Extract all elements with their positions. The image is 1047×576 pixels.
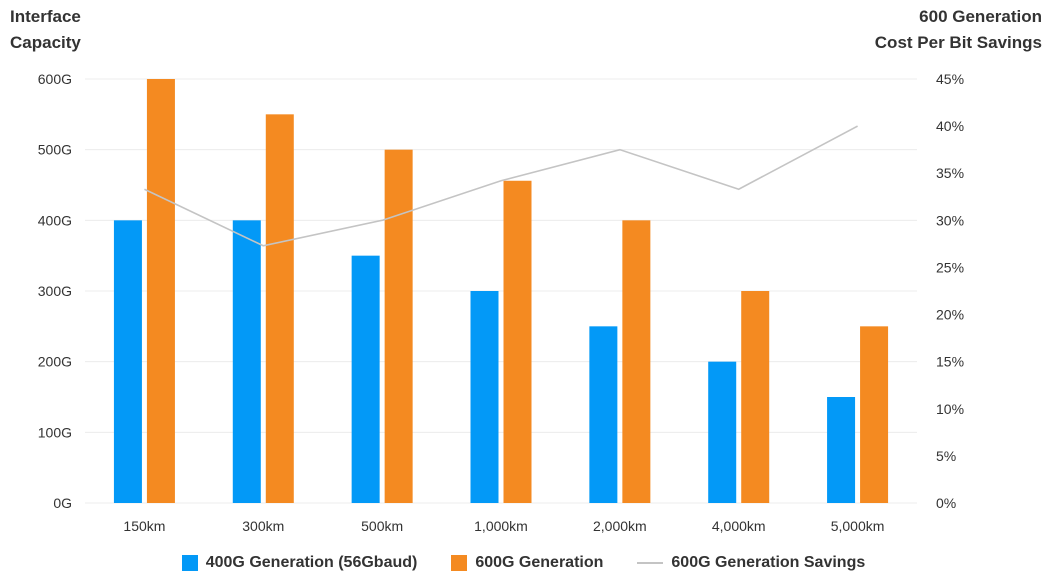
legend-item-400g[interactable]: 400G Generation (56Gbaud) [181,554,418,572]
y-right-tick-label: 30% [936,212,964,228]
bar-600g [741,291,770,503]
y-right-tick-label: 5% [936,448,956,464]
y-right-tick-label: 20% [936,307,964,323]
y-left-tick-label: 300G [38,283,72,299]
y-left-tick-label: 500G [38,142,72,158]
left-axis-title: Interface Capacity [10,4,81,56]
y-right-tick-label: 15% [936,354,964,370]
x-tick-label: 4,000km [712,518,766,534]
y-left-tick-label: 200G [38,354,72,370]
legend-swatch-400g [181,555,198,571]
bar-600g [503,180,532,503]
legend-item-600g[interactable]: 600G Generation [451,554,603,572]
y-left-tick-label: 400G [38,212,72,228]
bar-600g [146,79,175,503]
legend-label-400g: 400G Generation (56Gbaud) [205,554,418,571]
bar-400g [827,397,856,503]
legend-label-600g: 600G Generation [475,554,604,571]
x-tick-label: 150km [123,518,165,534]
bar-400g [232,220,261,504]
chart-legend: 400G Generation (56Gbaud) 600G Generatio… [0,551,1047,575]
x-tick-label: 2,000km [593,518,647,534]
legend-label-savings: 600G Generation Savings [671,554,866,571]
bar-600g [265,114,294,503]
combo-chart: 0G 100G 200G 300G 400G 500G 600G 0% 5% 10% 15% 20% 2… [38,71,964,534]
left-axis-title-line2: Capacity [10,33,81,52]
bar-400g [708,361,737,503]
y-right-tick-label: 45% [936,71,964,87]
x-tick-label: 300km [242,518,284,534]
legend-item-savings[interactable]: 600G Generation Savings [637,554,865,572]
y-left-tick-label: 600G [38,71,72,87]
y-right-tick-label: 40% [936,118,964,134]
y-right-tick-label: 35% [936,165,964,181]
right-axis-title-line1: 600 Generation [919,7,1042,26]
y-left-tick-label: 100G [38,424,72,440]
x-tick-label: 5,000km [831,518,885,534]
right-axis-title-line2: Cost Per Bit Savings [874,33,1042,52]
bar-400g [470,291,499,503]
bar-400g [351,255,380,503]
y-left-tick-label: 0G [53,495,72,511]
legend-swatch-savings [637,562,664,564]
left-axis-title-line1: Interface [10,7,81,26]
y-right-tick-label: 10% [936,401,964,417]
y-right-tick-label: 0% [936,495,956,511]
bar-400g [589,326,618,503]
right-axis-title: 600 Generation Cost Per Bit Savings [875,4,1042,56]
legend-swatch-600g [451,555,468,571]
x-tick-label: 1,000km [474,518,528,534]
x-tick-label: 500km [361,518,403,534]
y-right-tick-label: 25% [936,259,964,275]
bar-600g [860,326,889,503]
bar-600g [384,149,413,503]
bar-600g [622,220,651,504]
bar-400g [113,220,142,504]
